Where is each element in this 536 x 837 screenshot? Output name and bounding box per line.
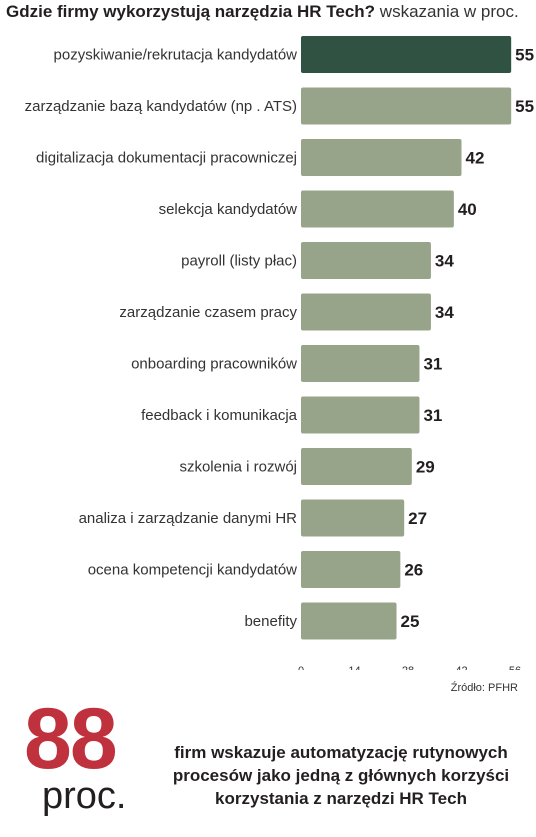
- bar: [301, 190, 454, 228]
- value-label: 31: [423, 406, 442, 425]
- chart-title: Gdzie firmy wykorzystują narzędzia HR Te…: [6, 2, 534, 22]
- x-tick-label: 28: [402, 665, 414, 670]
- value-label: 34: [435, 303, 454, 322]
- category-label: szkolenia i rozwój: [179, 459, 297, 476]
- bar: [301, 87, 512, 125]
- bar: [301, 396, 420, 434]
- bar: [301, 36, 512, 73]
- value-label: 25: [401, 612, 420, 631]
- value-label: 29: [416, 458, 435, 477]
- category-label: digitalizacja dokumentacji pracowniczej: [36, 150, 297, 167]
- bar: [301, 293, 431, 331]
- category-label: pozyskiwanie/rekrutacja kandydatów: [54, 47, 298, 64]
- value-label: 31: [423, 355, 442, 374]
- bar: [301, 602, 397, 640]
- value-label: 42: [466, 149, 485, 168]
- bar: [301, 448, 412, 485]
- callout-number: 88: [24, 691, 118, 787]
- value-label: 27: [408, 509, 427, 528]
- chart-title-unit: wskazania w proc.: [379, 2, 519, 21]
- x-tick-label: 0: [298, 665, 304, 670]
- category-label: feedback i komunikacja: [141, 407, 298, 424]
- x-tick-label: 56: [509, 665, 521, 670]
- category-label: benefity: [244, 613, 297, 630]
- category-label: selekcja kandydatów: [159, 201, 298, 218]
- category-label: analiza i zarządzanie danymi HR: [79, 510, 298, 527]
- chart-title-main: Gdzie firmy wykorzystują narzędzia HR Te…: [6, 2, 376, 21]
- value-label: 55: [515, 97, 534, 116]
- bar: [301, 551, 401, 588]
- category-label: zarządzanie czasem pracy: [119, 304, 297, 321]
- callout-text: firm wskazuje automatyzację rutynowych p…: [172, 743, 510, 808]
- bar: [301, 139, 462, 176]
- category-label: onboarding pracowników: [131, 356, 297, 373]
- value-label: 26: [404, 561, 423, 580]
- value-label: 40: [458, 200, 477, 219]
- bar: [301, 345, 420, 382]
- x-tick-label: 42: [455, 665, 467, 670]
- category-label: payroll (listy płac): [181, 253, 297, 270]
- callout-unit: proc.: [42, 775, 127, 817]
- x-tick-label: 14: [348, 665, 360, 670]
- bar-chart: pozyskiwanie/rekrutacja kandydatów 55 zarz…: [25, 36, 534, 670]
- source-note: Źródło: PFHR: [450, 682, 518, 694]
- bar: [301, 499, 405, 537]
- value-label: 55: [515, 46, 534, 65]
- category-label: ocena kompetencji kandydatów: [88, 562, 297, 579]
- value-label: 34: [435, 252, 454, 271]
- bar: [301, 242, 431, 279]
- category-label: zarządzanie bazą kandydatów (np . ATS): [25, 98, 297, 115]
